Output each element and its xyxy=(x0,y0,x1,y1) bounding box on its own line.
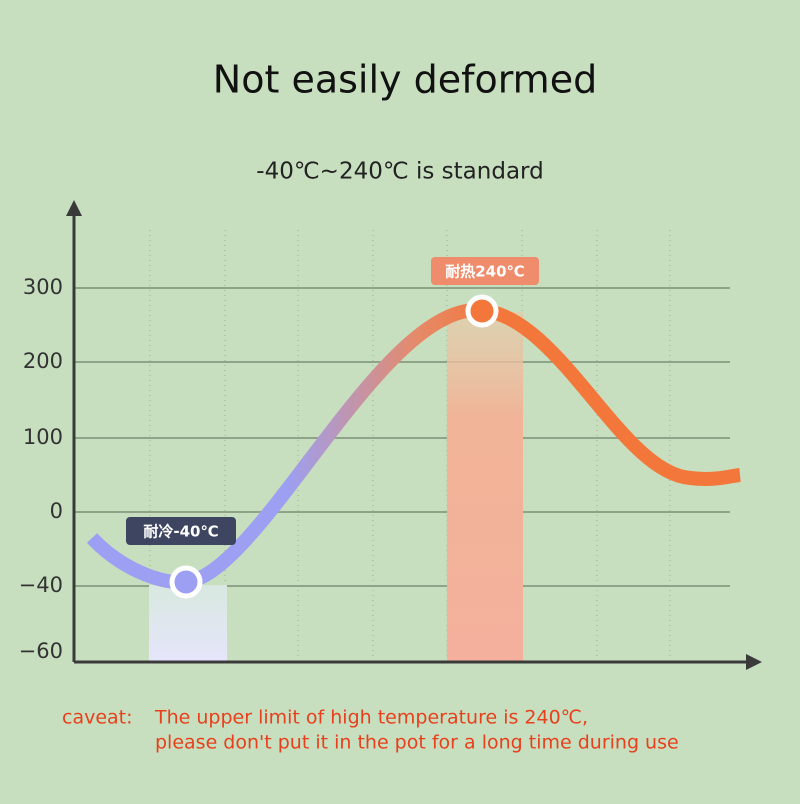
caveat-line: The upper limit of high temperature is 2… xyxy=(154,707,588,729)
y-tick-label: 300 xyxy=(23,275,63,299)
title: Not easily deformed xyxy=(213,58,597,102)
y-tick-label: 100 xyxy=(23,425,63,449)
cold-callout: 耐冷-40℃ xyxy=(143,523,218,541)
y-tick-label: −40 xyxy=(19,573,63,597)
caveat: caveat: The upper limit of high temperat… xyxy=(62,707,679,754)
y-axis-labels: 300 200 100 0 −40 −60 xyxy=(19,275,63,663)
vertical-guides xyxy=(149,230,671,660)
hot-callout: 耐热240℃ xyxy=(445,263,524,281)
y-tick-label: 200 xyxy=(23,349,63,373)
hot-callout-box xyxy=(431,257,539,285)
hot-band xyxy=(447,312,523,661)
caveat-label: caveat: xyxy=(62,707,133,729)
subtitle: -40℃~240℃ is standard xyxy=(256,159,543,185)
hot-point xyxy=(465,294,499,328)
cold-point xyxy=(169,565,203,599)
y-tick-label: 0 xyxy=(50,499,63,523)
axes xyxy=(66,200,762,670)
cold-callout-box xyxy=(126,517,236,545)
caveat-line: please don't put it in the pot for a lon… xyxy=(155,732,679,754)
y-tick-label: −60 xyxy=(19,639,63,663)
